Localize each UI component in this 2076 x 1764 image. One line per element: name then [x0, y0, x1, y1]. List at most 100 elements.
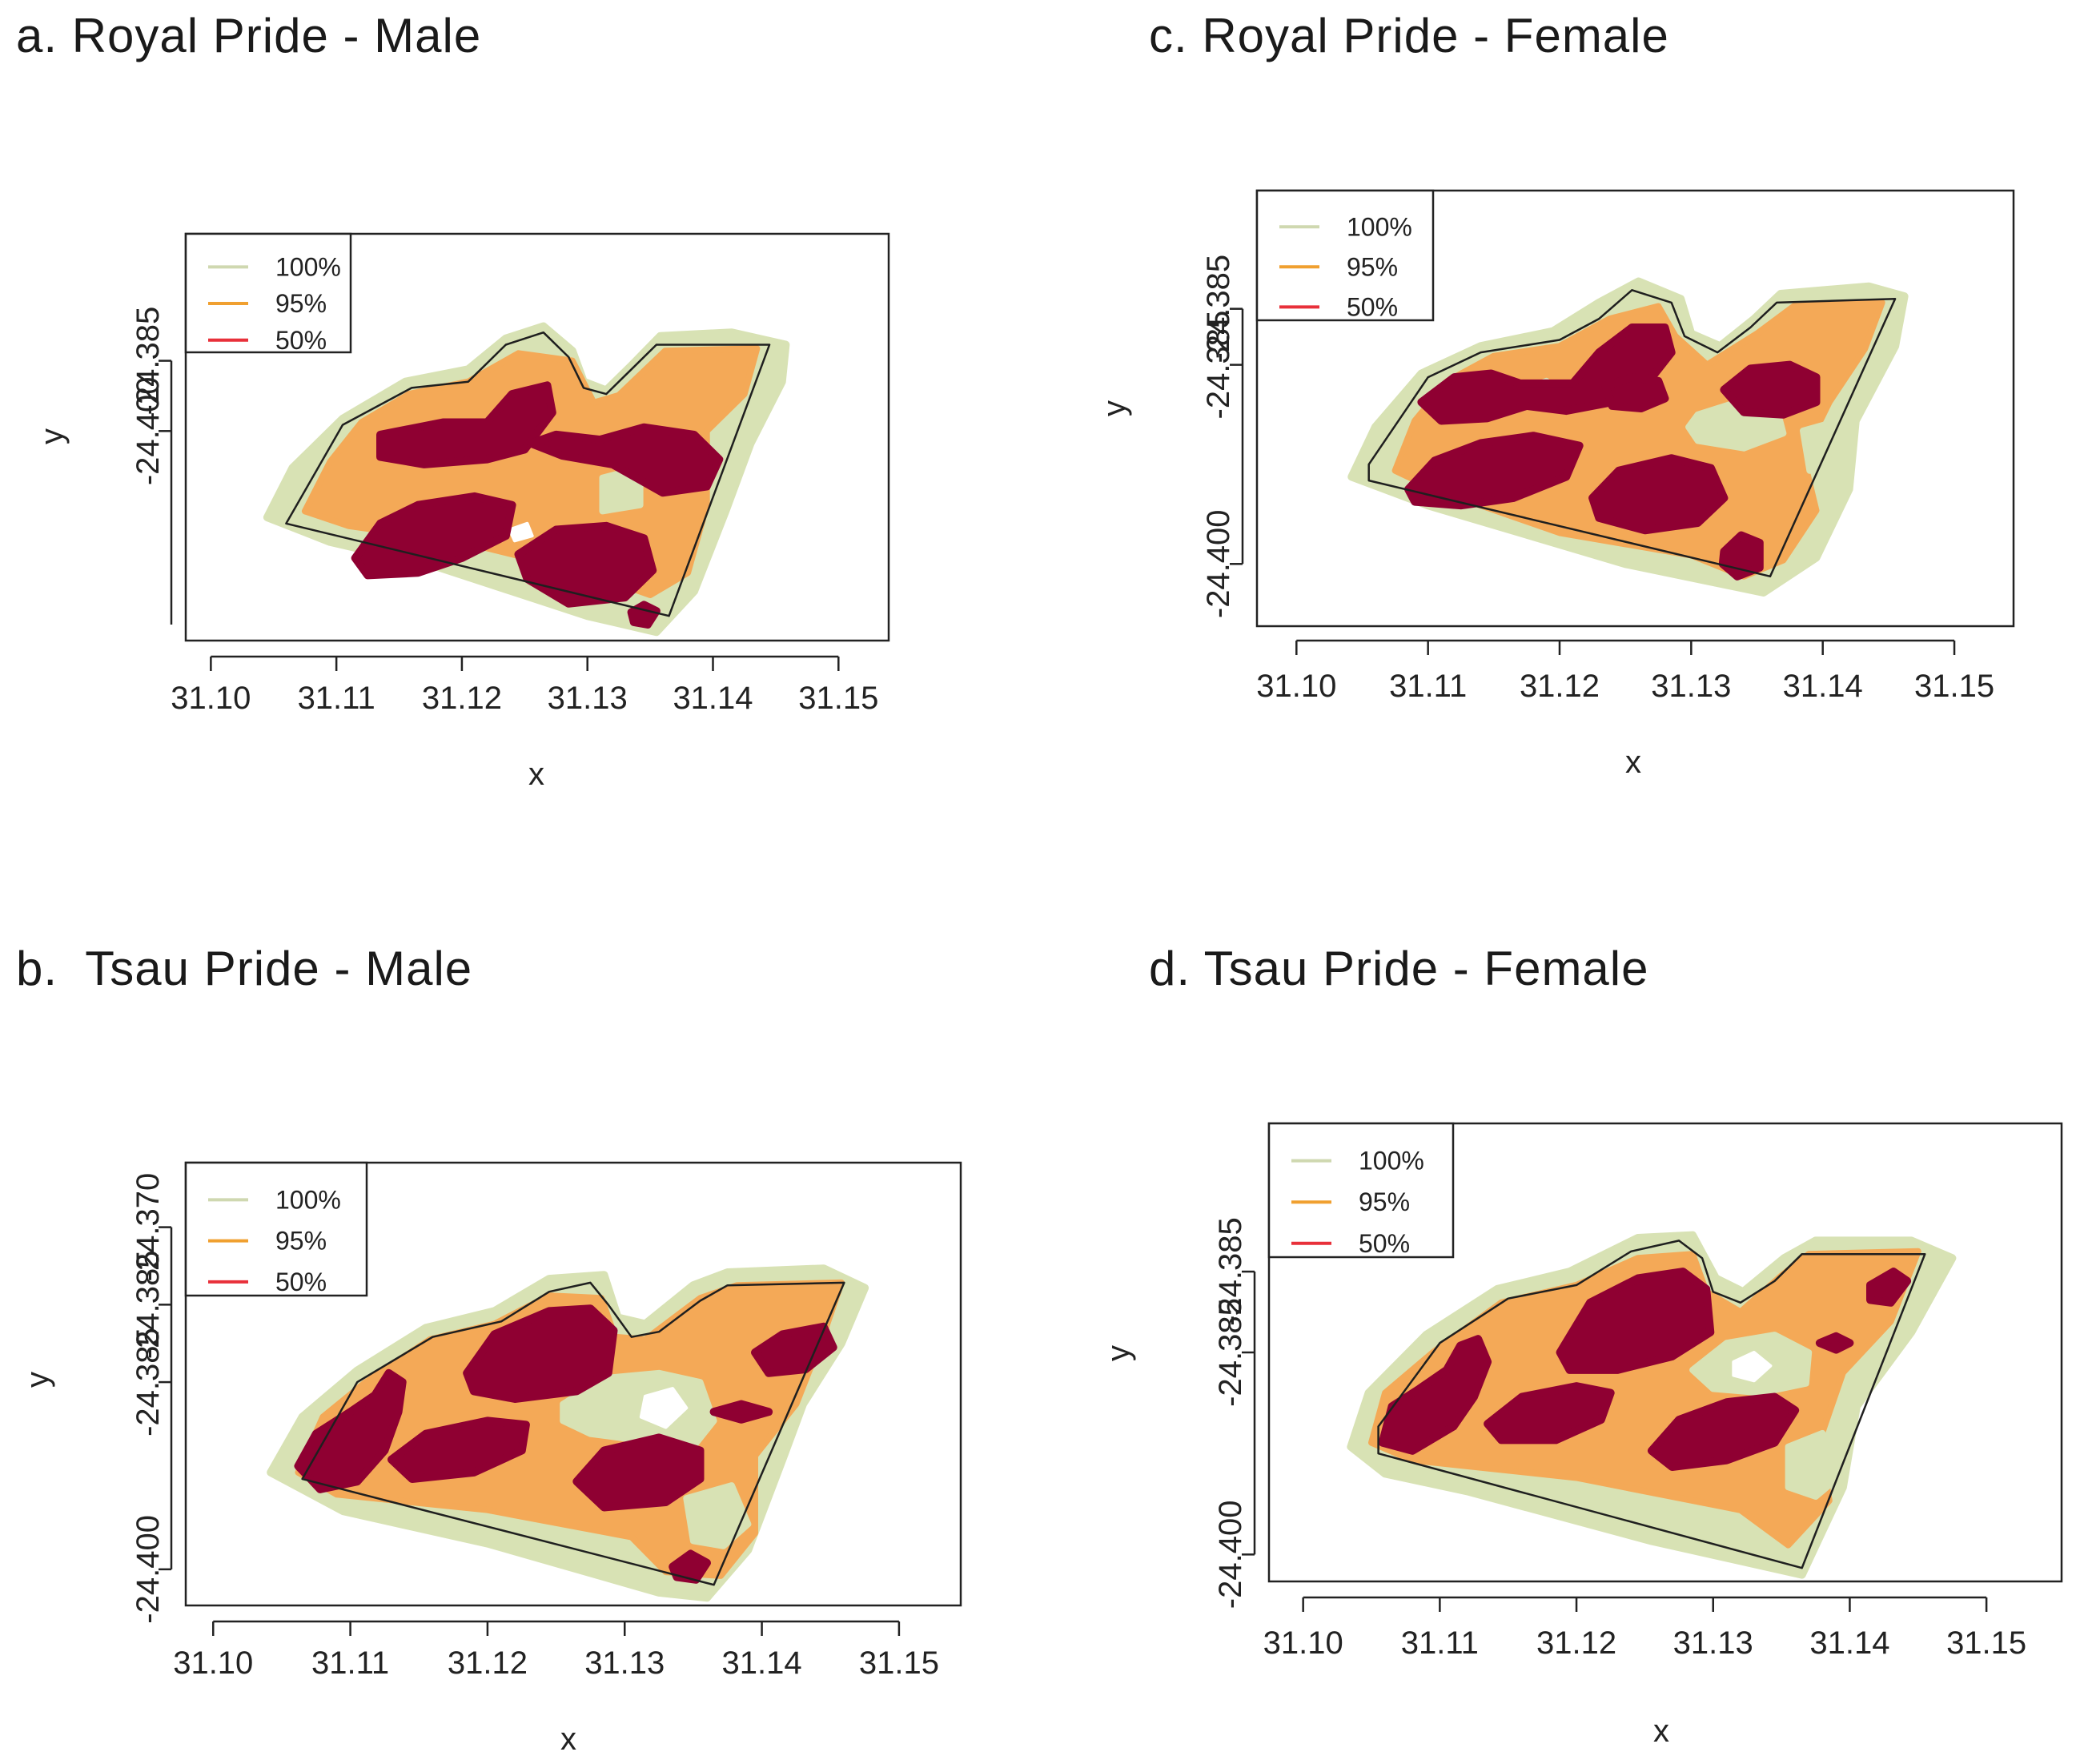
panel-b-legend-box — [184, 1161, 368, 1297]
panel-a-kde-50-core-3 — [514, 521, 657, 608]
panel-d-kde-50-core-2 — [1484, 1382, 1615, 1445]
panel-b-x-tick-label-1: 31.11 — [311, 1645, 389, 1681]
panel-d-kde-100-patch-1 — [1785, 1429, 1846, 1500]
panel-d-y-axis-label: y — [1101, 1345, 1136, 1361]
panel-a-kde-50-core-4 — [627, 601, 661, 629]
panel-d-kde-50-core-1 — [1556, 1268, 1715, 1374]
panel-d-x-tick-label-4: 31.14 — [1809, 1625, 1889, 1661]
panel-b-kde-50-core-1 — [463, 1304, 618, 1403]
panel-c-y-tick-label-2: -24.400 — [1201, 509, 1236, 618]
panel-b-x-tick-label-2: 31.12 — [448, 1645, 528, 1681]
panel-b-kde-50-core-5 — [709, 1400, 773, 1424]
panel-b-x-axis-label: x — [560, 1722, 576, 1757]
panel-d-legend-box — [1267, 1122, 1455, 1259]
panel-d-y-tick-label-2: -24.400 — [1213, 1501, 1248, 1609]
panel-a-y-tick-label-1: -24.400 — [131, 376, 166, 485]
panel-c-kde-50-core-1 — [1601, 373, 1669, 412]
panel-d-legend-label-50pct: 50% — [1359, 1229, 1410, 1258]
panel-a-legend-label-50pct: 50% — [275, 326, 327, 355]
panel-b-x-tick-label-0: 31.10 — [173, 1645, 253, 1681]
panel-d-x-tick-label-0: 31.10 — [1263, 1625, 1343, 1661]
panel-a-x-tick-label-4: 31.14 — [673, 681, 753, 716]
panel-b-legend-label-100pct: 100% — [275, 1185, 341, 1214]
panel-d-boundary-polygon — [1377, 1240, 1926, 1569]
panel-d-kde-gap-0 — [1732, 1351, 1773, 1383]
panel-c-legend-box — [1255, 189, 1435, 322]
panel-d-kde-50-core-4 — [1866, 1268, 1912, 1307]
panel-c-kde-50-core-2 — [1720, 360, 1821, 419]
panel-a-y-tick-label-0: -24.385 — [131, 307, 166, 416]
panel-b-title: b. Tsau Pride - Male — [16, 942, 473, 995]
panel-c-legend-label-50pct: 50% — [1347, 292, 1398, 321]
panel-a-x-axis-label: x — [528, 757, 544, 792]
panel-d-x-tick-label-3: 31.13 — [1673, 1625, 1753, 1661]
panel-c-kde-100-patch-1 — [1800, 420, 1840, 474]
panel-a-x-tick-label-3: 31.13 — [548, 681, 628, 716]
panel-a-x-tick-label-1: 31.11 — [298, 681, 375, 716]
panel-a-legend-box — [184, 232, 352, 354]
panel-a-x-tick-label-5: 31.15 — [798, 681, 878, 716]
panel-b-x-tick-label-3: 31.13 — [584, 1645, 665, 1681]
panel-d-x-tick-label-1: 31.11 — [1401, 1625, 1479, 1661]
panel-d-kde-50-core-3 — [1647, 1392, 1800, 1471]
panel-b-kde-50-core-0 — [294, 1368, 407, 1493]
panel-b-kde-gap-0 — [639, 1387, 689, 1429]
panel-d-legend-label-100pct: 100% — [1359, 1147, 1424, 1175]
panel-c-x-tick-label-4: 31.14 — [1783, 669, 1863, 704]
panel-d-title: d. Tsau Pride - Female — [1149, 942, 1649, 995]
panel-c-legend-label-95pct: 95% — [1347, 252, 1398, 281]
panel-b-plot-frame — [184, 1161, 962, 1607]
panel-c-x-tick-label-2: 31.12 — [1520, 669, 1600, 704]
panel-b-legend-label-50pct: 50% — [275, 1268, 327, 1296]
panel-c-x-axis-label: x — [1625, 745, 1641, 780]
panel-b-y-axis-label: y — [20, 1372, 55, 1388]
panel-c-boundary-polygon — [1367, 289, 1897, 578]
panel-d-legend-label-95pct: 95% — [1359, 1187, 1410, 1216]
panel-c-x-tick-label-5: 31.15 — [1914, 669, 1994, 704]
panel-b-y-tick-label-3: -24.400 — [131, 1515, 166, 1624]
panel-d-kde-50-core-5 — [1815, 1332, 1854, 1354]
panel-b-y-tick-label-2: -24.385 — [131, 1328, 166, 1437]
panel-d-x-tick-label-2: 31.12 — [1536, 1625, 1616, 1661]
panel-a-legend-label-95pct: 95% — [275, 289, 327, 318]
panel-b-x-tick-label-5: 31.15 — [859, 1645, 939, 1681]
panel-c-y-axis-label: y — [1097, 400, 1132, 416]
panel-c-title: c. Royal Pride - Female — [1149, 9, 1669, 62]
panel-c-x-tick-label-1: 31.11 — [1389, 669, 1467, 704]
panel-a-legend-label-100pct: 100% — [275, 252, 341, 281]
panel-b-legend-label-95pct: 95% — [275, 1227, 327, 1256]
panel-c-y-tick-label-0: -24.385 — [1201, 255, 1236, 364]
panel-c-kde-50-core-5 — [1718, 531, 1764, 581]
panel-a-kde-50-core-0 — [376, 381, 556, 468]
panel-c-x-tick-label-3: 31.13 — [1651, 669, 1731, 704]
panel-a-title: a. Royal Pride - Male — [16, 9, 482, 62]
panel-a-x-tick-label-2: 31.12 — [422, 681, 502, 716]
panel-c-kde-50-core-3 — [1404, 432, 1584, 510]
panel-b-boundary-polygon — [301, 1281, 845, 1586]
panel-b-kde-50-core-2 — [387, 1416, 530, 1483]
panel-c-kde-50-core-4 — [1588, 454, 1729, 535]
panel-b-y-tick-label-1: -24.385 — [131, 1251, 166, 1360]
panel-a-kde-50-core-2 — [351, 492, 516, 580]
panel-c-x-tick-label-0: 31.10 — [1256, 669, 1336, 704]
panel-b-kde-50-core-4 — [751, 1322, 837, 1377]
panel-d-x-tick-label-5: 31.15 — [1946, 1625, 2026, 1661]
panel-b-y-tick-label-0: -24.370 — [131, 1173, 166, 1282]
panel-a-x-tick-label-0: 31.10 — [171, 681, 251, 716]
panel-b-kde-50-core-3 — [572, 1433, 705, 1512]
panel-d-x-axis-label: x — [1653, 1714, 1669, 1749]
panel-c-plot-frame — [1255, 189, 2015, 628]
panel-d-kde-50-core-0 — [1378, 1335, 1492, 1455]
panel-d-y-tick-label-1: -24.385 — [1213, 1298, 1248, 1407]
panel-b-x-tick-label-4: 31.14 — [722, 1645, 802, 1681]
panel-d-plot-frame — [1267, 1122, 2063, 1583]
panel-a-boundary-polygon — [285, 331, 771, 617]
panel-c-legend-label-100pct: 100% — [1347, 212, 1412, 241]
panel-a-kde-gap-1 — [508, 521, 534, 543]
panel-d-y-tick-label-0: -24.385 — [1213, 1217, 1248, 1326]
panel-a-plot-frame — [184, 232, 890, 642]
panel-c-y-tick-label-1: -24.385 — [1201, 311, 1236, 420]
panel-a-y-axis-label: y — [34, 428, 70, 444]
panel-a-kde-50-core-1 — [527, 423, 724, 497]
